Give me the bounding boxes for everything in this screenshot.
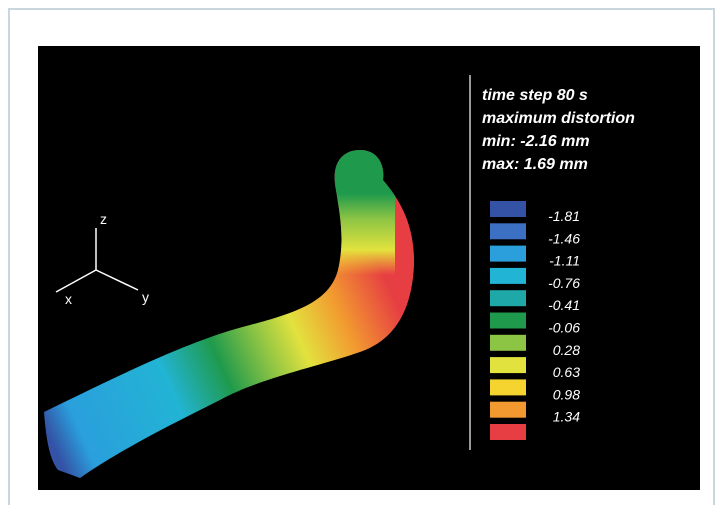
legend-label: 0.28 bbox=[553, 342, 580, 358]
axis-label: y bbox=[142, 289, 149, 305]
legend-swatch bbox=[490, 379, 526, 395]
legend-swatch bbox=[490, 290, 526, 306]
header-line: max: 1.69 mm bbox=[482, 156, 588, 173]
legend-swatch bbox=[490, 313, 526, 329]
legend-label: -0.76 bbox=[548, 275, 580, 291]
legend-label: 0.98 bbox=[553, 386, 580, 402]
legend-swatch bbox=[490, 357, 526, 373]
header-line: min: -2.16 mm bbox=[482, 133, 590, 150]
legend-label: -1.81 bbox=[548, 208, 580, 224]
visualization: z x y time step 80 s maximum distortion mi… bbox=[0, 0, 725, 515]
legend-swatch bbox=[490, 246, 526, 262]
legend-label: -0.06 bbox=[548, 320, 580, 336]
legend-swatch bbox=[490, 223, 526, 239]
legend-swatch bbox=[490, 268, 526, 284]
legend-label: -1.11 bbox=[549, 253, 580, 269]
legend-label: -1.46 bbox=[548, 230, 580, 246]
header-line: maximum distortion bbox=[482, 110, 635, 127]
legend-swatch bbox=[490, 335, 526, 351]
legend-label: -0.41 bbox=[548, 297, 580, 313]
header-line: time step 80 s bbox=[482, 87, 588, 104]
legend-swatch bbox=[490, 424, 526, 440]
page: {"header": {"lines": ["time step 80 s", … bbox=[0, 0, 725, 515]
axis-label: z bbox=[100, 211, 107, 227]
legend-swatch bbox=[490, 201, 526, 217]
axis-label: x bbox=[65, 291, 72, 307]
legend-label: 0.63 bbox=[553, 364, 580, 380]
legend-label: 1.34 bbox=[553, 409, 580, 425]
legend-swatch bbox=[490, 402, 526, 418]
